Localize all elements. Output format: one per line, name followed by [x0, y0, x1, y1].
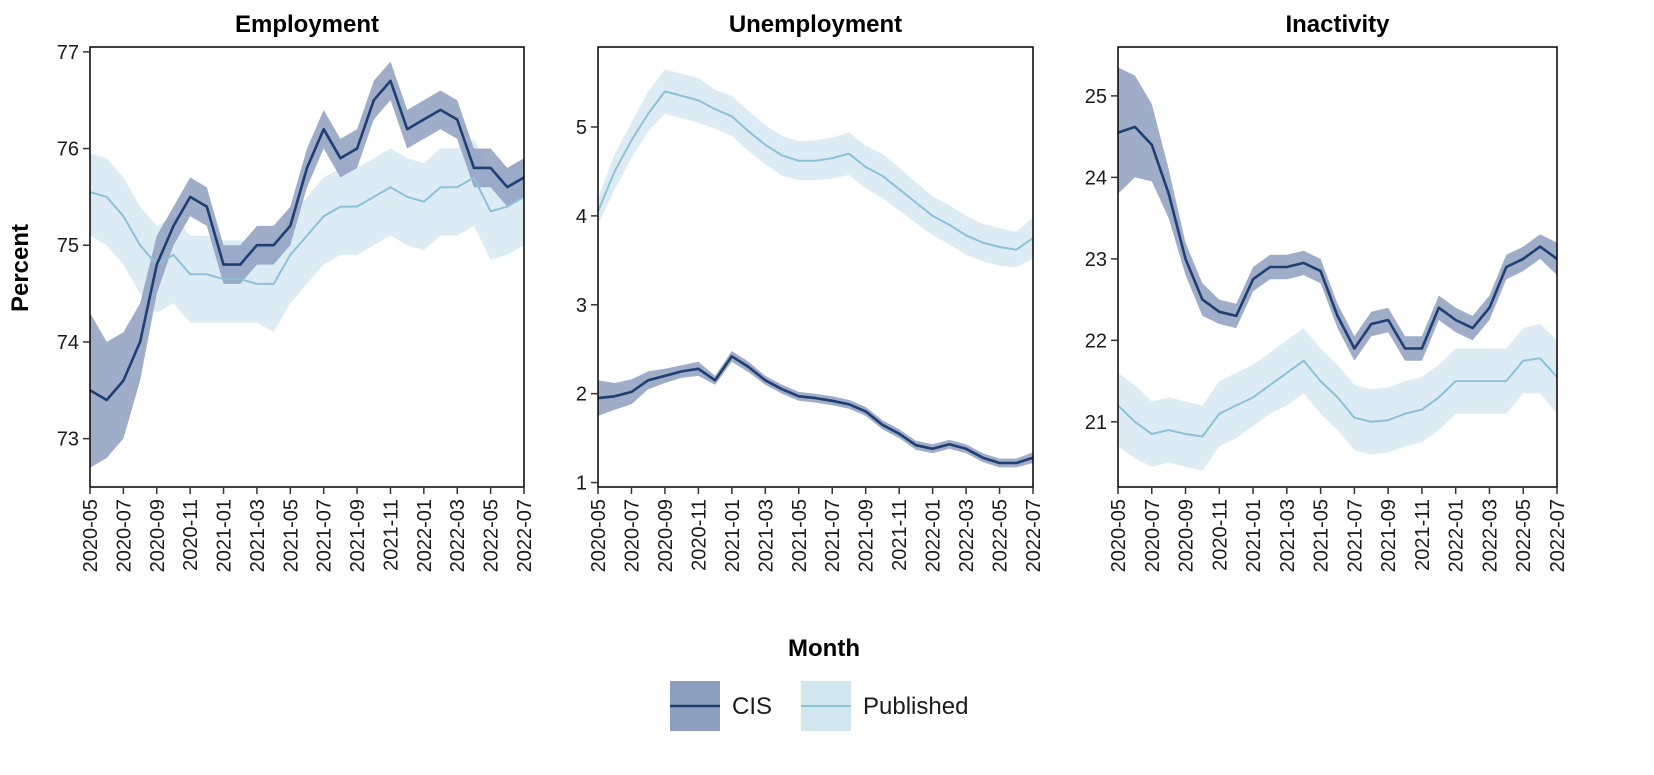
x-tick-label: 2020-07 — [113, 499, 135, 572]
legend: CIS Published — [670, 681, 968, 731]
y-tick-label: 76 — [57, 139, 79, 161]
y-tick-label: 23 — [1085, 249, 1107, 271]
x-tick-label: 2021-03 — [247, 499, 269, 572]
panel-title: Employment — [235, 11, 379, 38]
x-tick-label: 2020-09 — [147, 499, 169, 572]
x-tick-label: 2021-01 — [214, 499, 236, 572]
x-tick-label: 2020-11 — [180, 499, 202, 571]
panel-title: Unemployment — [729, 11, 902, 38]
y-tick-label: 5 — [576, 117, 587, 139]
x-tick-label: 2021-07 — [822, 499, 844, 572]
y-tick-label: 22 — [1085, 330, 1107, 352]
x-tick-label: 2021-01 — [1243, 499, 1265, 572]
x-tick-label: 2022-07 — [1023, 499, 1045, 572]
x-tick-label: 2022-05 — [990, 499, 1012, 572]
x-tick-label: 2021-09 — [1378, 499, 1400, 572]
x-tick-label: 2021-07 — [314, 499, 336, 572]
published-confidence-band — [598, 69, 1033, 267]
x-tick-label: 2021-01 — [722, 499, 744, 572]
x-tick-label: 2022-03 — [1480, 499, 1502, 572]
y-tick-label: 4 — [576, 206, 587, 228]
x-tick-label: 2022-01 — [923, 499, 945, 572]
x-tick-label: 2022-07 — [514, 499, 536, 572]
x-tick-label: 2021-03 — [755, 499, 777, 572]
cis-legend-label: CIS — [732, 693, 772, 720]
x-tick-label: 2022-07 — [1547, 499, 1569, 572]
y-tick-label: 75 — [57, 235, 79, 257]
panel-unemployment: Unemployment 1 2 3 4 5 2020-05 2020-07 2020-09 20… — [576, 11, 1045, 572]
x-tick-label: 2020-07 — [622, 499, 644, 572]
x-tick-label: 2022-03 — [447, 499, 469, 572]
y-tick-label: 77 — [57, 42, 79, 64]
x-tick-label: 2021-05 — [789, 499, 811, 572]
x-tick-label: 2022-01 — [414, 499, 436, 572]
y-tick-label: 74 — [57, 332, 79, 354]
x-tick-label: 2021-09 — [347, 499, 369, 572]
x-tick-label: 2021-09 — [856, 499, 878, 572]
x-tick-label: 2021-07 — [1344, 499, 1366, 572]
y-axis-title: Percent — [7, 224, 34, 312]
x-tick-label: 2021-11 — [1412, 499, 1434, 571]
x-tick-label: 2021-05 — [280, 499, 302, 572]
y-tick-label: 2 — [576, 384, 587, 406]
x-tick-label: 2021-11 — [381, 499, 403, 571]
x-tick-label: 2020-11 — [1209, 499, 1231, 571]
y-tick-label: 1 — [576, 473, 587, 495]
x-tick-label: 2020-05 — [80, 499, 102, 572]
y-tick-label: 25 — [1085, 86, 1107, 108]
y-tick-label: 73 — [57, 429, 79, 451]
x-tick-label: 2022-01 — [1446, 499, 1468, 572]
panel-inactivity: Inactivity 21 22 23 24 25 2020-05 2020-07 2020-0… — [1085, 11, 1569, 572]
x-tick-label: 2020-05 — [588, 499, 610, 572]
x-tick-label: 2022-05 — [481, 499, 503, 572]
x-tick-label: 2022-05 — [1513, 499, 1535, 572]
x-tick-label: 2022-03 — [956, 499, 978, 572]
x-tick-label: 2020-09 — [1176, 499, 1198, 572]
x-axis-title: Month — [788, 635, 860, 662]
y-tick-label: 24 — [1085, 167, 1107, 189]
x-tick-label: 2020-11 — [688, 499, 710, 571]
y-tick-label: 3 — [576, 295, 587, 317]
x-tick-label: 2021-11 — [889, 499, 911, 571]
x-tick-label: 2020-05 — [1108, 499, 1130, 572]
y-tick-label: 21 — [1085, 412, 1107, 434]
x-tick-label: 2021-05 — [1311, 499, 1333, 572]
x-tick-label: 2020-09 — [655, 499, 677, 572]
published-legend-label: Published — [863, 693, 968, 720]
x-tick-label: 2020-07 — [1142, 499, 1164, 572]
panel-title: Inactivity — [1285, 11, 1390, 38]
x-tick-label: 2021-03 — [1277, 499, 1299, 572]
panel-employment: Employment 73 74 75 76 77 2020-05 2020-07 2020-0… — [57, 11, 536, 572]
